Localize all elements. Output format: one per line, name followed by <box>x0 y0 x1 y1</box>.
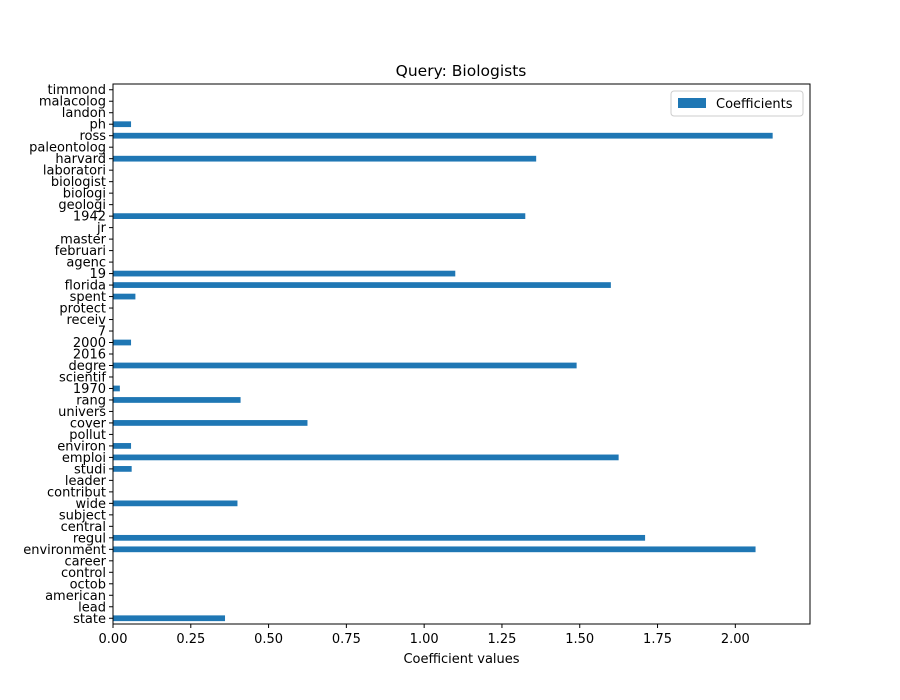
y-tick-label-florida: florida <box>65 279 106 294</box>
x-tick-label-1.75: 1.75 <box>643 632 672 647</box>
y-tick-label-emploi: emploi <box>62 451 106 466</box>
y-tick-label-biologi: biologi <box>63 187 106 202</box>
y-tick-label-studi: studi <box>74 462 106 477</box>
y-tick-label-degre: degre <box>68 359 106 374</box>
chart-title: Query: Biologists <box>396 62 527 80</box>
y-tick-label-receiv: receiv <box>66 313 106 328</box>
y-tick-label-malacolog: malacolog <box>39 95 106 110</box>
bar-harvard <box>113 155 537 162</box>
y-tick-label-subject: subject <box>59 508 106 523</box>
bar-1942 <box>113 213 526 219</box>
bar-degre <box>113 362 577 369</box>
y-tick-label-jr: jr <box>96 221 107 236</box>
y-tick-label-master: master <box>60 233 106 248</box>
bar-spent <box>113 293 136 300</box>
y-tick-label-state: state <box>73 612 106 627</box>
x-tick-label-1.50: 1.50 <box>565 632 594 647</box>
y-tick-label-2000: 2000 <box>73 336 106 351</box>
x-tick-label-0.25: 0.25 <box>176 632 205 647</box>
y-tick-label-laboratori: laboratori <box>43 164 106 179</box>
y-tick-label-career: career <box>64 554 106 569</box>
y-tick-label-spent: spent <box>70 290 106 305</box>
y-tick-label-rang: rang <box>76 393 106 408</box>
y-tick-label-contribut: contribut <box>47 485 106 500</box>
bar-rang <box>113 397 241 403</box>
bar-wide <box>113 500 238 507</box>
y-tick-label-environ: environ <box>57 439 106 454</box>
x-tick-label-2.00: 2.00 <box>721 632 750 647</box>
y-tick-label-octob: octob <box>70 577 106 592</box>
y-tick-label-lead: lead <box>78 600 106 615</box>
bar-1970 <box>113 385 120 392</box>
y-tick-label-regul: regul <box>73 531 106 546</box>
y-tick-label-geologi: geologi <box>58 198 106 213</box>
bar-studi <box>113 466 132 472</box>
y-tick-label-paleontolog: paleontolog <box>29 141 106 156</box>
legend-swatch <box>678 98 706 108</box>
legend-box <box>670 90 804 117</box>
y-tick-label-februari: februari <box>55 244 106 259</box>
y-tick-label-1970: 1970 <box>73 382 106 397</box>
bar-ph <box>113 121 132 128</box>
bar-emploi <box>113 454 619 461</box>
y-tick-label-scientif: scientif <box>59 370 106 385</box>
y-tick-label-leader: leader <box>65 474 107 489</box>
y-tick-label-1942: 1942 <box>73 210 106 225</box>
bar-regul <box>113 534 646 541</box>
y-tick-label-protect: protect <box>59 302 106 317</box>
y-tick-label-7: 7 <box>98 325 106 340</box>
y-tick-label-environment: environment <box>23 543 106 558</box>
bars-group <box>113 121 773 622</box>
x-tick-label-1.00: 1.00 <box>410 632 439 647</box>
bar-cover <box>113 420 308 426</box>
y-tick-label-harvard: harvard <box>55 152 106 167</box>
y-tick-label-biologist: biologist <box>51 175 106 190</box>
legend-label: Coefficients <box>716 97 793 112</box>
y-tick-label-agenc: agenc <box>66 256 106 271</box>
y-tick-label-ross: ross <box>79 129 106 144</box>
bar-environ <box>113 443 132 449</box>
bar-ross <box>113 132 773 139</box>
bar-florida <box>113 282 611 288</box>
bar-19 <box>113 270 456 277</box>
y-tick-label-wide: wide <box>76 497 107 512</box>
y-tick-label-univers: univers <box>58 405 106 420</box>
y-tick-label-pollut: pollut <box>69 428 106 443</box>
y-tick-label-timmond: timmond <box>48 83 106 98</box>
bar-state <box>113 615 226 622</box>
x-tick-label-0.00: 0.00 <box>99 632 128 647</box>
x-tick-label-1.25: 1.25 <box>487 632 516 647</box>
y-tick-label-central: central <box>61 520 106 535</box>
bar-2000 <box>113 339 132 346</box>
x-tick-label-0.75: 0.75 <box>332 632 361 647</box>
legend: Coefficients <box>670 90 804 117</box>
x-axis-label: Coefficient values <box>403 652 519 667</box>
y-tick-label-2016: 2016 <box>73 348 106 363</box>
x-axis: 0.00 0.25 0.50 0.75 1.00 1.25 1.50 1.75 2.00 <box>99 624 750 647</box>
y-tick-label-ph: ph <box>90 118 107 133</box>
bar-environment <box>113 546 756 553</box>
y-tick-label-control: control <box>61 566 106 581</box>
y-tick-label-landon: landon <box>62 106 106 121</box>
y-tick-label-19: 19 <box>89 267 106 282</box>
plot-frame <box>112 83 811 625</box>
y-tick-label-cover: cover <box>70 416 107 431</box>
y-tick-label-american: american <box>45 589 106 604</box>
x-tick-label-0.50: 0.50 <box>254 632 283 647</box>
y-axis: stateleadamericanoctobcontrolcareerenvir… <box>23 83 113 627</box>
